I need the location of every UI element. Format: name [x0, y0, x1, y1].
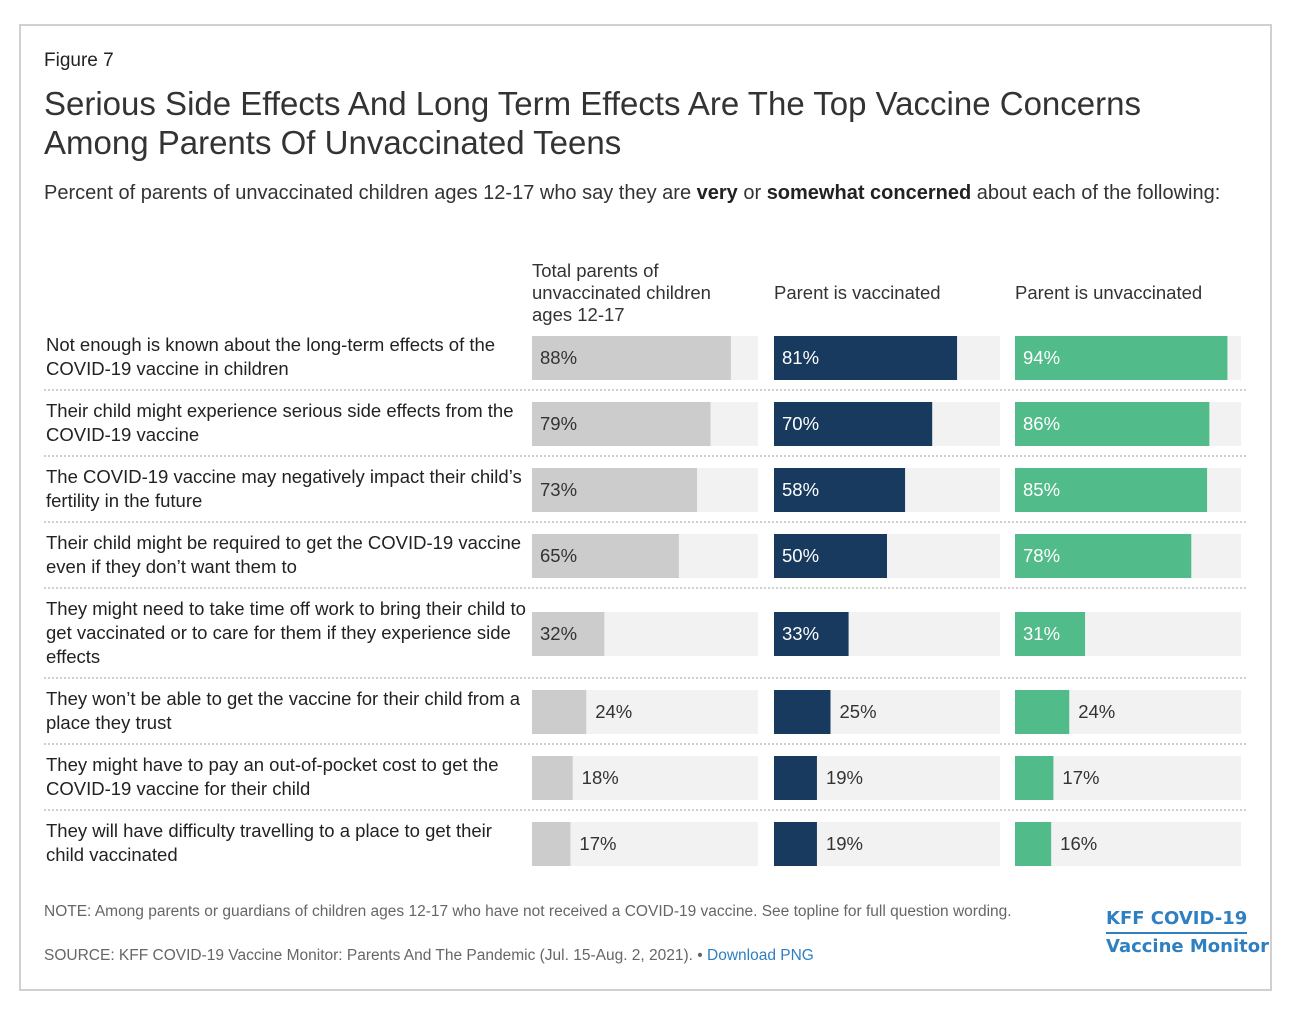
- row-label: Their child might experience serious sid…: [46, 400, 514, 445]
- data-label: 79%: [540, 413, 577, 434]
- subtitle-bold-somewhat: somewhat concerned: [766, 182, 972, 204]
- figure-label: Figure 7: [44, 50, 114, 71]
- bar-vaccinated-6: [774, 756, 817, 800]
- bar-unvaccinated-5: [1015, 690, 1070, 734]
- data-label: 17%: [1062, 767, 1099, 788]
- brand-line2: Vaccine Monitor: [1106, 936, 1270, 957]
- row-separator: [44, 677, 1246, 679]
- bar-unvaccinated-4: [1015, 612, 1086, 656]
- brand-line1: KFF COVID-19: [1106, 906, 1248, 934]
- row-separator: [44, 455, 1246, 457]
- row-separator: [44, 389, 1246, 391]
- subtitle-prefix: Percent of parents of unvaccinated child…: [44, 182, 697, 204]
- bar-vaccinated-1: [774, 402, 933, 446]
- bar-total-6: [532, 756, 573, 800]
- row-separator: [44, 521, 1246, 523]
- bar-total-1: [532, 402, 711, 446]
- data-label: 18%: [582, 767, 619, 788]
- bar-vaccinated-5: [774, 690, 831, 734]
- data-label: 19%: [826, 767, 863, 788]
- data-label: 50%: [782, 545, 819, 566]
- row-separator: [44, 587, 1246, 589]
- bar-unvaccinated-2: [1015, 468, 1208, 512]
- download-png-link[interactable]: Download PNG: [707, 947, 814, 964]
- bar-total-7: [532, 822, 571, 866]
- column-header-total: Total parents of unvaccinated children a…: [532, 260, 711, 325]
- bar-track: [1015, 822, 1241, 866]
- bar-vaccinated-2: [774, 468, 906, 512]
- chart-source: SOURCE: KFF COVID-19 Vaccine Monitor: Pa…: [44, 945, 1084, 967]
- data-label: 94%: [1023, 347, 1060, 368]
- data-label: 70%: [782, 413, 819, 434]
- row-separator: [44, 743, 1246, 745]
- kff-logo: KFF COVID-19 Vaccine Monitor: [1106, 906, 1269, 960]
- bar-total-4: [532, 612, 605, 656]
- chart-subtitle: Percent of parents of unvaccinated child…: [44, 180, 1244, 207]
- subtitle-suffix: about each of the following:: [971, 182, 1221, 204]
- bar-unvaccinated-6: [1015, 756, 1054, 800]
- row-label: Their child might be required to get the…: [46, 532, 522, 577]
- row-separator: [44, 809, 1246, 811]
- data-label: 33%: [782, 623, 819, 644]
- data-label: 16%: [1060, 833, 1097, 854]
- row-label: They might need to take time off work to…: [46, 598, 526, 667]
- bar-unvaccinated-1: [1015, 402, 1210, 446]
- data-label: 86%: [1023, 413, 1060, 434]
- data-label: 24%: [1078, 701, 1115, 722]
- data-label: 73%: [540, 479, 577, 500]
- chart-title: Serious Side Effects And Long Term Effec…: [44, 85, 1141, 161]
- data-label: 85%: [1023, 479, 1060, 500]
- subtitle-bold-very: very: [696, 182, 738, 204]
- bar-vaccinated-3: [774, 534, 887, 578]
- bar-unvaccinated-3: [1015, 534, 1192, 578]
- chart-note: NOTE: Among parents or guardians of chil…: [44, 903, 1012, 920]
- row-label: Not enough is known about the long-term …: [46, 334, 496, 379]
- bar-total-5: [532, 690, 587, 734]
- data-label: 24%: [595, 701, 632, 722]
- data-label: 78%: [1023, 545, 1060, 566]
- row-label: They might have to pay an out-of-pocket …: [46, 754, 499, 799]
- data-label: 32%: [540, 623, 577, 644]
- bar-unvaccinated-7: [1015, 822, 1052, 866]
- subtitle-mid: or: [737, 182, 767, 204]
- source-text: SOURCE: KFF COVID-19 Vaccine Monitor: Pa…: [44, 947, 708, 964]
- data-label: 58%: [782, 479, 819, 500]
- data-label: 25%: [840, 701, 877, 722]
- data-label: 81%: [782, 347, 819, 368]
- data-label: 65%: [540, 545, 577, 566]
- data-label: 19%: [826, 833, 863, 854]
- bar-total-0: [532, 336, 731, 380]
- row-label: They won’t be able to get the vaccine fo…: [46, 688, 521, 733]
- figure-frame: [19, 24, 1272, 991]
- bar-total-3: [532, 534, 679, 578]
- column-header-vaccinated: Parent is vaccinated: [774, 282, 941, 303]
- bar-vaccinated-7: [774, 822, 817, 866]
- data-label: 88%: [540, 347, 577, 368]
- bar-vaccinated-4: [774, 612, 849, 656]
- bar-vaccinated-0: [774, 336, 958, 380]
- bar-total-2: [532, 468, 697, 512]
- row-label: They will have difficulty travelling to …: [46, 820, 492, 865]
- row-label: The COVID-19 vaccine may negatively impa…: [46, 466, 522, 511]
- data-label: 31%: [1023, 623, 1060, 644]
- data-label: 17%: [579, 833, 616, 854]
- bar-unvaccinated-0: [1015, 336, 1228, 380]
- column-header-unvaccinated: Parent is unvaccinated: [1015, 282, 1203, 303]
